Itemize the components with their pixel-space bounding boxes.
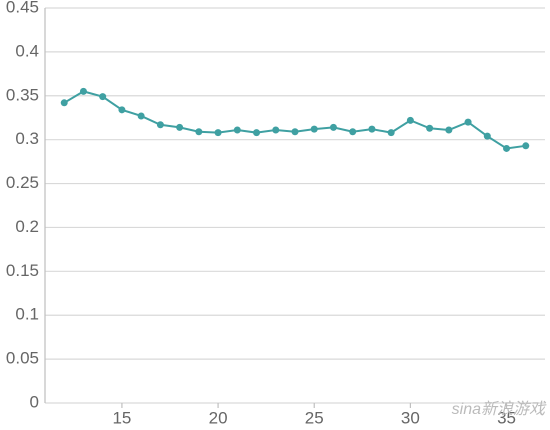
point bbox=[503, 144, 511, 152]
point bbox=[60, 99, 68, 107]
point bbox=[253, 129, 261, 137]
x-tick-label: 30 bbox=[401, 408, 420, 427]
point bbox=[387, 129, 395, 137]
point bbox=[291, 128, 299, 136]
point bbox=[99, 93, 107, 101]
x-tick-label: 25 bbox=[305, 408, 324, 427]
point bbox=[426, 124, 434, 132]
point bbox=[176, 123, 184, 131]
y-tick-label: 0.15 bbox=[6, 261, 39, 280]
y-tick-label: 0.2 bbox=[15, 217, 39, 236]
x-tick-label: 35 bbox=[497, 408, 516, 427]
point bbox=[464, 118, 472, 126]
watermark: sina新浪游戏 bbox=[452, 400, 547, 418]
y-tick-label: 0.25 bbox=[6, 173, 39, 192]
point bbox=[329, 123, 337, 131]
x-tick-label: 15 bbox=[112, 408, 131, 427]
point bbox=[195, 128, 203, 136]
point bbox=[233, 126, 241, 134]
y-tick-label: 0.05 bbox=[6, 349, 39, 368]
point bbox=[445, 126, 453, 134]
point bbox=[406, 116, 414, 124]
point bbox=[368, 125, 376, 133]
point bbox=[349, 128, 357, 136]
point bbox=[118, 106, 126, 114]
y-tick-label: 0.4 bbox=[15, 41, 39, 60]
point bbox=[156, 121, 164, 129]
y-tick-label: 0.45 bbox=[6, 0, 39, 16]
point bbox=[79, 87, 87, 95]
point bbox=[483, 132, 491, 140]
y-tick-label: 0.1 bbox=[15, 305, 39, 324]
point bbox=[137, 112, 145, 120]
point bbox=[522, 142, 530, 150]
y-tick-label: 0.3 bbox=[15, 129, 39, 148]
y-tick-label: 0 bbox=[30, 392, 39, 411]
x-tick-label: 20 bbox=[209, 408, 228, 427]
point bbox=[214, 129, 222, 137]
y-tick-label: 0.35 bbox=[6, 85, 39, 104]
point bbox=[310, 125, 318, 133]
point bbox=[272, 126, 280, 134]
